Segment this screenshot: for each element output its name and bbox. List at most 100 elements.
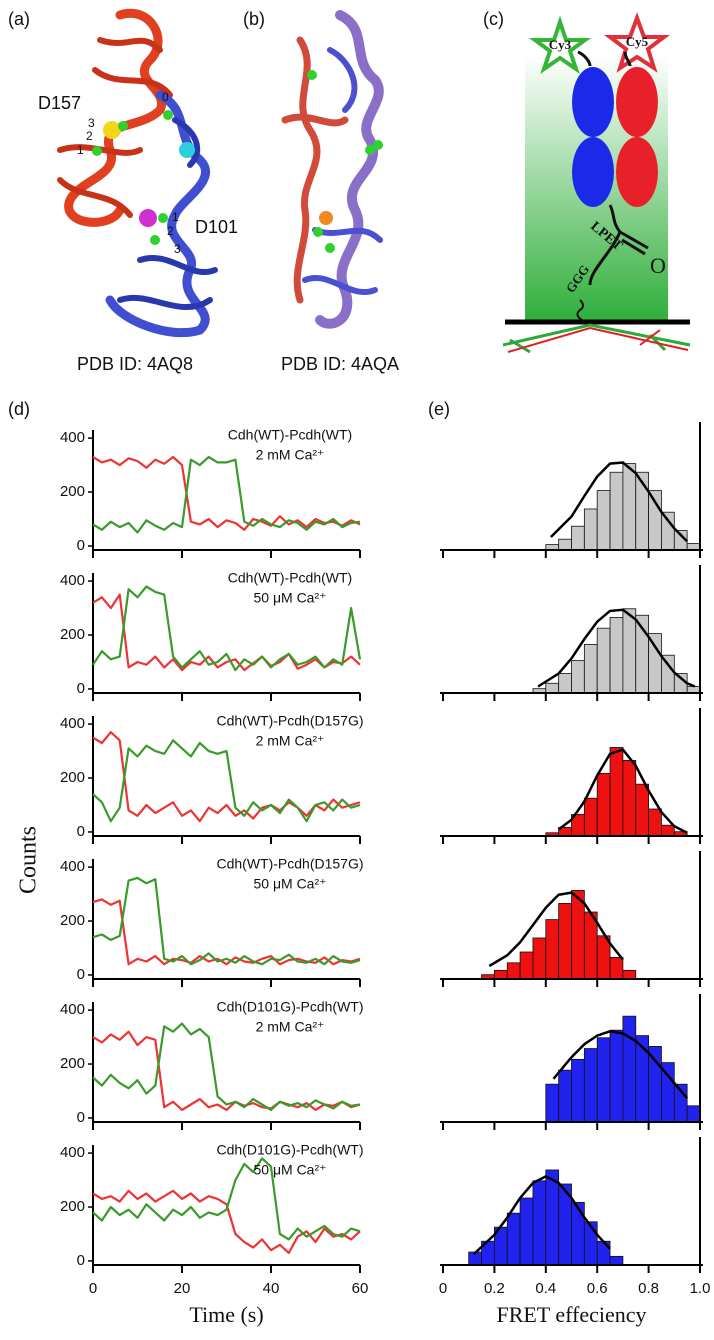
trace bbox=[92, 1022, 361, 1111]
bar bbox=[622, 760, 637, 837]
bar bbox=[635, 783, 650, 837]
dye-linker bbox=[577, 50, 632, 67]
dye-label: Cy5 bbox=[626, 34, 649, 49]
bar bbox=[519, 1197, 534, 1266]
protein-structure bbox=[57, 8, 218, 338]
y-tick-label: 200 bbox=[60, 626, 85, 643]
panel-title: Cdh(WT)-Pcdh(WT) bbox=[228, 427, 352, 443]
site-number: 1 bbox=[172, 210, 179, 224]
y-tick-label: 200 bbox=[60, 1055, 85, 1072]
y-axis-label: Counts bbox=[16, 826, 42, 894]
trace bbox=[92, 455, 361, 531]
bar bbox=[558, 538, 572, 551]
bar bbox=[545, 1083, 560, 1123]
panel-title: Cdh(WT)-Pcdh(D157G) bbox=[216, 713, 363, 729]
x-tick-label: 60 bbox=[352, 1280, 369, 1297]
panel-label: (d) bbox=[8, 399, 30, 419]
residue-label: D101 bbox=[195, 217, 238, 237]
y-tick-label: 400 bbox=[60, 429, 85, 446]
fit-curve bbox=[472, 1174, 611, 1256]
trace bbox=[92, 876, 361, 966]
bar bbox=[596, 490, 611, 551]
panel-subtitle: 2 mM Ca²⁺ bbox=[256, 1019, 325, 1035]
bar bbox=[609, 471, 624, 551]
x-tick-label: 0.2 bbox=[484, 1280, 505, 1297]
y-tick-label: 0 bbox=[77, 537, 85, 554]
x-axis-label: Time (s) bbox=[189, 1302, 263, 1327]
panel-title: Cdh(D101G)-Pcdh(WT) bbox=[216, 999, 363, 1015]
trace bbox=[92, 1189, 361, 1254]
y-tick-label: 200 bbox=[60, 1198, 85, 1215]
trace bbox=[92, 1157, 361, 1241]
fit-curve bbox=[557, 748, 688, 834]
bar bbox=[622, 969, 637, 980]
protein-structure bbox=[281, 10, 384, 329]
trace bbox=[92, 593, 361, 672]
bar bbox=[558, 1069, 572, 1123]
residue-label: D157 bbox=[38, 93, 81, 113]
panel-label: (b) bbox=[243, 9, 265, 29]
bar bbox=[583, 1048, 598, 1123]
bar bbox=[648, 1046, 662, 1123]
bar bbox=[609, 1029, 624, 1123]
bar bbox=[571, 890, 585, 980]
y-tick-label: 200 bbox=[60, 769, 85, 786]
trace bbox=[92, 1030, 361, 1111]
bar bbox=[661, 824, 675, 837]
x-tick-label: 0.8 bbox=[638, 1280, 659, 1297]
y-tick-label: 400 bbox=[60, 1144, 85, 1161]
bar bbox=[506, 962, 521, 980]
panel-label: (c) bbox=[483, 9, 504, 29]
trace bbox=[92, 455, 361, 534]
site-number: 2 bbox=[167, 224, 174, 238]
bar bbox=[686, 1105, 701, 1123]
panel-subtitle: 50 μM Ca²⁺ bbox=[253, 590, 326, 606]
x-tick-label: 40 bbox=[263, 1280, 280, 1297]
bar bbox=[506, 1212, 521, 1266]
site-number: 1 bbox=[77, 143, 84, 157]
y-tick-label: 0 bbox=[77, 680, 85, 697]
acceptor-star bbox=[604, 12, 670, 73]
dye-label: Cy3 bbox=[549, 37, 572, 52]
domain bbox=[616, 137, 658, 207]
panel-title: Cdh(D101G)-Pcdh(WT) bbox=[216, 1142, 363, 1158]
fit-curve bbox=[552, 1030, 689, 1100]
panel-subtitle: 2 mM Ca²⁺ bbox=[256, 447, 325, 463]
fit-curve bbox=[488, 891, 624, 968]
tether bbox=[576, 299, 584, 321]
panel-label: (e) bbox=[428, 399, 450, 419]
bar bbox=[571, 525, 585, 551]
bar bbox=[596, 627, 611, 694]
bar bbox=[583, 644, 598, 694]
x-tick-label: 0 bbox=[89, 1280, 97, 1297]
bar bbox=[583, 797, 598, 837]
domain bbox=[572, 137, 614, 207]
panel-subtitle: 50 μM Ca²⁺ bbox=[253, 876, 326, 892]
y-tick-label: 0 bbox=[77, 966, 85, 983]
bar bbox=[545, 682, 560, 694]
bar bbox=[519, 951, 534, 980]
trace bbox=[92, 898, 361, 966]
panel-subtitle: 50 μM Ca²⁺ bbox=[253, 1162, 326, 1178]
bar bbox=[571, 1201, 585, 1266]
bar bbox=[532, 1180, 547, 1266]
bar bbox=[622, 463, 637, 551]
bar bbox=[609, 957, 624, 980]
y-tick-label: 0 bbox=[77, 1252, 85, 1269]
bar bbox=[583, 508, 598, 551]
donor-star bbox=[528, 15, 592, 75]
y-tick-label: 400 bbox=[60, 715, 85, 732]
bar bbox=[493, 969, 508, 980]
y-tick-label: 0 bbox=[77, 1109, 85, 1126]
fit-curve bbox=[537, 608, 696, 688]
site-number: 3 bbox=[88, 116, 95, 130]
fit-curve bbox=[550, 461, 688, 543]
bar bbox=[622, 1015, 637, 1123]
site-number: 0 bbox=[162, 90, 169, 104]
bar bbox=[558, 673, 572, 694]
bar bbox=[571, 660, 585, 694]
pdb-caption: PDB ID: 4AQ8 bbox=[77, 354, 193, 374]
x-tick-label: 0 bbox=[439, 1280, 447, 1297]
bar bbox=[648, 633, 662, 694]
